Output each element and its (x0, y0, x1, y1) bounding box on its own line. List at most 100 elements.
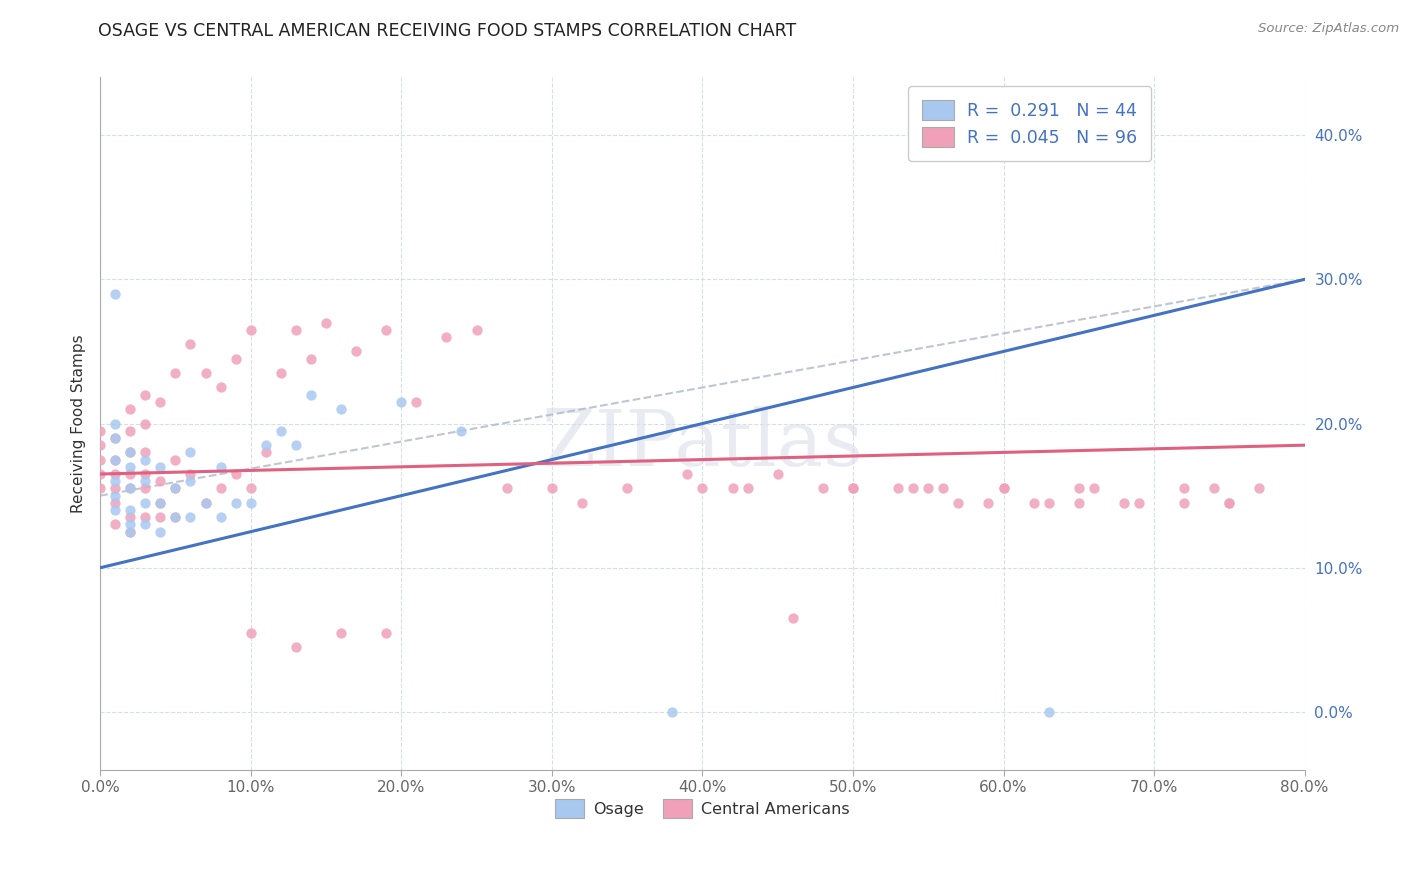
Point (120, 517, 142, 532)
Point (165, 510, 187, 524)
Point (375, 323, 398, 337)
Point (225, 351, 247, 366)
Text: Source: ZipAtlas.com: Source: ZipAtlas.com (1258, 22, 1399, 36)
Point (344, 344, 367, 359)
Point (120, 424, 142, 438)
Point (149, 474, 172, 488)
Text: ZIPatlas: ZIPatlas (541, 407, 863, 483)
Point (1173, 496, 1195, 510)
Legend: Osage, Central Americans: Osage, Central Americans (548, 793, 856, 824)
Point (993, 482, 1015, 496)
Point (436, 330, 458, 344)
Point (104, 482, 127, 496)
Point (179, 445, 201, 459)
Point (842, 482, 865, 496)
Point (120, 482, 142, 496)
Point (270, 424, 292, 438)
Point (120, 445, 142, 459)
Point (120, 510, 142, 524)
Point (1112, 496, 1135, 510)
Point (209, 459, 232, 474)
Point (1038, 705, 1060, 719)
Point (721, 482, 744, 496)
Point (149, 395, 172, 409)
Point (239, 496, 262, 510)
Point (692, 482, 714, 496)
Point (165, 482, 187, 496)
Point (450, 424, 472, 438)
Point (225, 496, 247, 510)
Point (225, 467, 247, 481)
Point (179, 510, 201, 524)
Point (165, 482, 187, 496)
Point (179, 474, 201, 488)
Point (540, 482, 562, 496)
Point (270, 366, 292, 380)
Point (165, 452, 187, 467)
Point (104, 286, 127, 301)
Point (104, 489, 127, 503)
Point (1022, 496, 1045, 510)
Point (104, 474, 127, 488)
Point (299, 387, 322, 401)
Point (134, 452, 156, 467)
Point (676, 467, 699, 481)
Point (1067, 482, 1090, 496)
Point (149, 496, 172, 510)
Point (134, 517, 156, 532)
Point (104, 452, 127, 467)
Point (120, 467, 142, 481)
Point (1204, 482, 1226, 496)
Point (134, 496, 156, 510)
Point (134, 387, 156, 401)
Point (375, 625, 398, 640)
Point (209, 510, 232, 524)
Point (977, 496, 1000, 510)
Point (179, 467, 201, 481)
Point (104, 503, 127, 517)
Y-axis label: Receiving Food Stamps: Receiving Food Stamps (72, 334, 86, 513)
Point (495, 482, 517, 496)
Point (616, 482, 638, 496)
Point (134, 467, 156, 481)
Point (330, 402, 353, 417)
Point (134, 510, 156, 524)
Point (120, 503, 142, 517)
Point (465, 323, 488, 337)
Point (89, 467, 111, 481)
Point (134, 417, 156, 431)
Text: OSAGE VS CENTRAL AMERICAN RECEIVING FOOD STAMPS CORRELATION CHART: OSAGE VS CENTRAL AMERICAN RECEIVING FOOD… (98, 22, 797, 40)
Point (299, 351, 322, 366)
Point (901, 482, 924, 496)
Point (782, 611, 804, 625)
Point (165, 366, 187, 380)
Point (120, 482, 142, 496)
Point (149, 459, 172, 474)
Point (571, 496, 593, 510)
Point (1083, 482, 1105, 496)
Point (811, 482, 834, 496)
Point (120, 524, 142, 539)
Point (1218, 496, 1240, 510)
Point (104, 467, 127, 481)
Point (104, 431, 127, 445)
Point (239, 482, 262, 496)
Point (766, 467, 789, 481)
Point (887, 482, 910, 496)
Point (254, 445, 277, 459)
Point (104, 431, 127, 445)
Point (104, 452, 127, 467)
Point (1218, 496, 1240, 510)
Point (239, 625, 262, 640)
Point (842, 482, 865, 496)
Point (315, 316, 337, 330)
Point (1173, 482, 1195, 496)
Point (104, 517, 127, 532)
Point (134, 474, 156, 488)
Point (89, 482, 111, 496)
Point (917, 482, 939, 496)
Point (209, 482, 232, 496)
Point (134, 482, 156, 496)
Point (179, 337, 201, 351)
Point (1249, 482, 1271, 496)
